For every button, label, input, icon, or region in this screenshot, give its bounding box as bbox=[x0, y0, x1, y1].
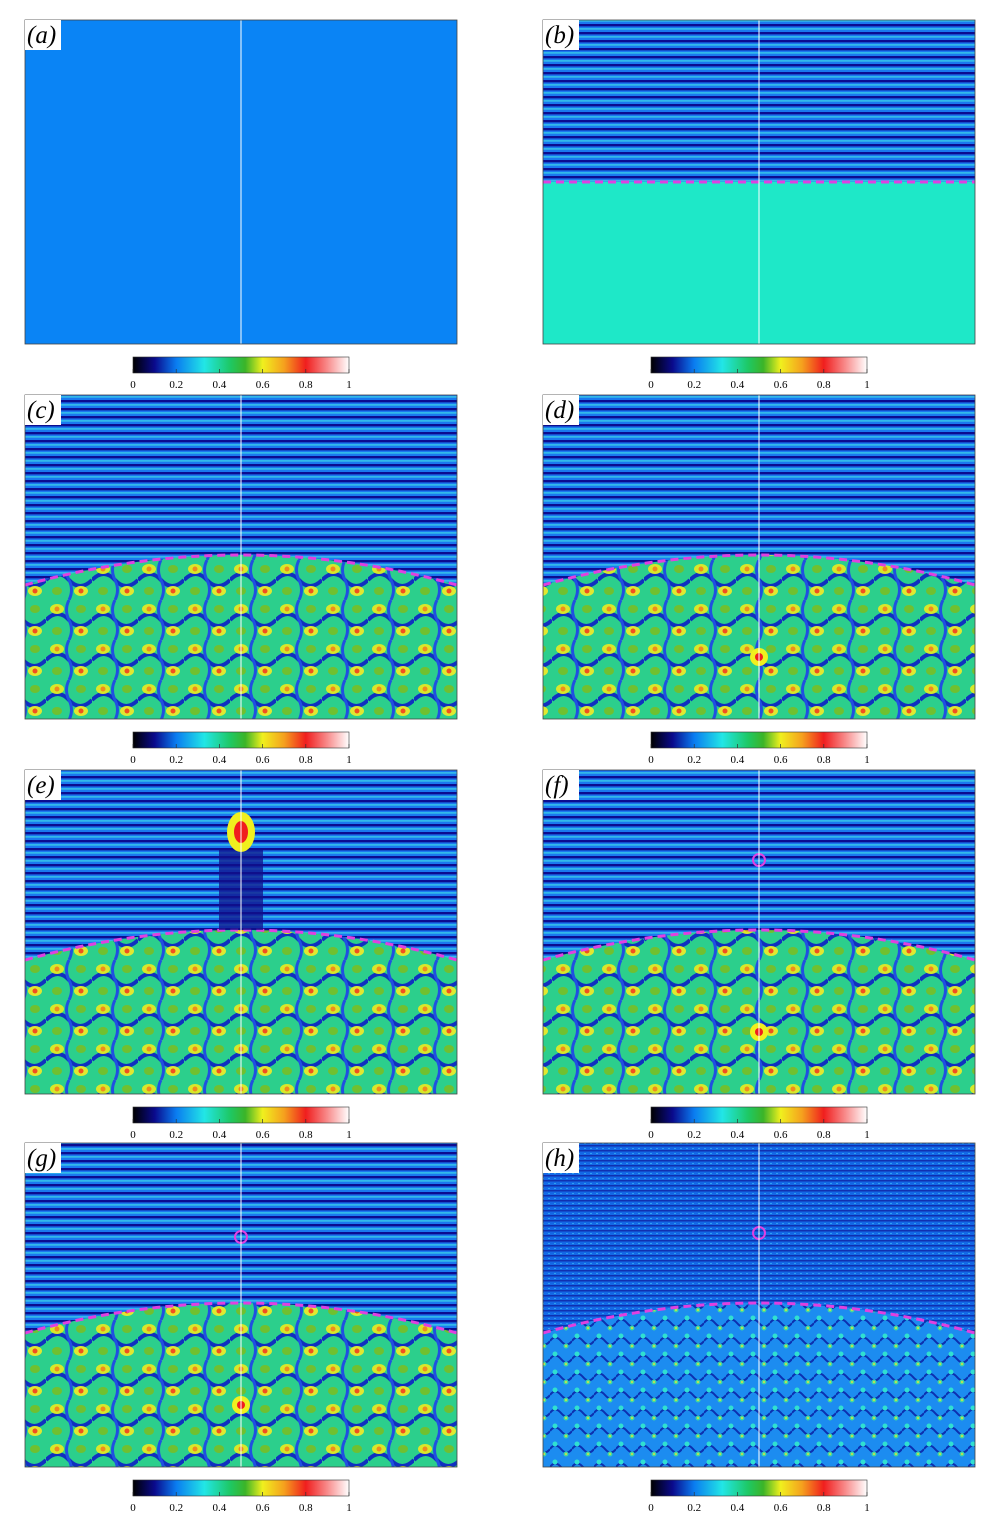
colorbar-tick-label: 1 bbox=[864, 1502, 870, 1514]
panel-label: (h) bbox=[545, 1145, 574, 1172]
colorbar-tick-label: 0 bbox=[648, 754, 654, 766]
panel-label: (g) bbox=[27, 1145, 56, 1172]
colorbar bbox=[132, 1106, 350, 1124]
panel: (e) 0 0.2 0.4 0.6 0.8 1 bbox=[24, 769, 458, 1141]
label-box bbox=[543, 395, 579, 425]
panel-frame bbox=[24, 19, 458, 345]
panel-frame bbox=[24, 1142, 458, 1468]
colorbar-tick-label: 0.4 bbox=[213, 754, 227, 766]
colorbar-tick-label: 0.2 bbox=[687, 379, 701, 391]
colorbar-tick-label: 0.6 bbox=[256, 1129, 270, 1141]
colorbar-tick-label: 0.8 bbox=[299, 1129, 313, 1141]
colorbar-tick-label: 0 bbox=[130, 379, 136, 391]
panel: (c) 0 0.2 0.4 0.6 0.8 1 bbox=[24, 394, 458, 766]
colorbar-tick-label: 0.8 bbox=[817, 754, 831, 766]
colorbar-tick-label: 0.6 bbox=[256, 754, 270, 766]
panel-frame bbox=[24, 394, 458, 720]
colorbar-tick-label: 0.4 bbox=[731, 754, 745, 766]
panel: (d) 0 0.2 0.4 0.6 0.8 1 bbox=[542, 394, 976, 766]
label-box bbox=[25, 20, 61, 50]
colorbar-tick-label: 0.6 bbox=[256, 379, 270, 391]
label-box bbox=[25, 1143, 61, 1173]
colorbar-tick-label: 0.6 bbox=[774, 379, 788, 391]
colorbar bbox=[132, 731, 350, 749]
colorbar-tick-label: 1 bbox=[864, 1129, 870, 1141]
colorbar-tick-label: 1 bbox=[864, 754, 870, 766]
colorbar-tick-label: 0.2 bbox=[169, 1502, 183, 1514]
colorbar-tick-label: 0.6 bbox=[256, 1502, 270, 1514]
panel-label: (f) bbox=[545, 772, 569, 799]
panel-frame bbox=[542, 769, 976, 1095]
colorbar-tick-label: 0.6 bbox=[774, 1129, 788, 1141]
colorbar-tick-label: 0.4 bbox=[731, 1502, 745, 1514]
colorbar-tick-label: 0.8 bbox=[299, 1502, 313, 1514]
colorbar-tick-label: 0.4 bbox=[731, 1129, 745, 1141]
panel-frame bbox=[542, 1142, 976, 1468]
colorbar-tick-label: 0.8 bbox=[817, 379, 831, 391]
colorbar-tick-label: 0.2 bbox=[687, 1502, 701, 1514]
label-box bbox=[25, 395, 61, 425]
colorbar-tick-label: 0 bbox=[648, 379, 654, 391]
colorbar bbox=[650, 1106, 868, 1124]
colorbar-tick-label: 0.2 bbox=[169, 754, 183, 766]
colorbar bbox=[650, 1479, 868, 1497]
colorbar-tick-label: 0.8 bbox=[299, 379, 313, 391]
colorbar bbox=[132, 1479, 350, 1497]
label-box bbox=[543, 1143, 579, 1173]
colorbar-tick-label: 0 bbox=[130, 1502, 136, 1514]
colorbar-tick-label: 0.8 bbox=[817, 1502, 831, 1514]
panel: (a) 0 0.2 0.4 0.6 0.8 1 bbox=[24, 19, 458, 391]
colorbar bbox=[132, 356, 350, 374]
panel: (f) 0 0.2 0.4 0.6 0.8 1 bbox=[542, 769, 976, 1141]
colorbar-tick-label: 0.4 bbox=[731, 379, 745, 391]
colorbar-tick-label: 0.4 bbox=[213, 1129, 227, 1141]
colorbar-tick-label: 1 bbox=[346, 1502, 352, 1514]
panel: (g) 0 0.2 0.4 0.6 0.8 1 bbox=[24, 1142, 458, 1514]
colorbar-tick-label: 0.8 bbox=[299, 754, 313, 766]
panel: (h) 0 0.2 0.4 0.6 0.8 1 bbox=[542, 1142, 976, 1514]
colorbar-tick-label: 0.2 bbox=[687, 754, 701, 766]
colorbar-tick-label: 1 bbox=[346, 1129, 352, 1141]
colorbar-tick-label: 0 bbox=[130, 754, 136, 766]
label-box bbox=[543, 770, 579, 800]
colorbar-tick-label: 0 bbox=[130, 1129, 136, 1141]
colorbar-tick-label: 0 bbox=[648, 1129, 654, 1141]
colorbar-tick-label: 0 bbox=[648, 1502, 654, 1514]
panel-label: (d) bbox=[545, 397, 574, 424]
colorbar-tick-label: 1 bbox=[346, 754, 352, 766]
label-box bbox=[543, 20, 579, 50]
panel-frame bbox=[542, 19, 976, 345]
colorbar bbox=[650, 731, 868, 749]
colorbar-tick-label: 0.2 bbox=[169, 1129, 183, 1141]
colorbar-tick-label: 0.4 bbox=[213, 379, 227, 391]
panel-label: (a) bbox=[27, 22, 56, 49]
label-box bbox=[25, 770, 61, 800]
colorbar-tick-label: 1 bbox=[864, 379, 870, 391]
colorbar-tick-label: 0.6 bbox=[774, 754, 788, 766]
panel-frame bbox=[542, 394, 976, 720]
panel: (b) 0 0.2 0.4 0.6 0.8 1 bbox=[542, 19, 976, 391]
colorbar-tick-label: 0.2 bbox=[169, 379, 183, 391]
colorbar-tick-label: 0.6 bbox=[774, 1502, 788, 1514]
colorbar-tick-label: 0.4 bbox=[213, 1502, 227, 1514]
colorbar-tick-label: 1 bbox=[346, 379, 352, 391]
panel-label: (b) bbox=[545, 22, 574, 49]
panel-frame bbox=[24, 769, 458, 1095]
panel-label: (e) bbox=[27, 772, 55, 799]
colorbar bbox=[650, 356, 868, 374]
colorbar-tick-label: 0.8 bbox=[817, 1129, 831, 1141]
panel-label: (c) bbox=[27, 397, 55, 424]
colorbar-tick-label: 0.2 bbox=[687, 1129, 701, 1141]
